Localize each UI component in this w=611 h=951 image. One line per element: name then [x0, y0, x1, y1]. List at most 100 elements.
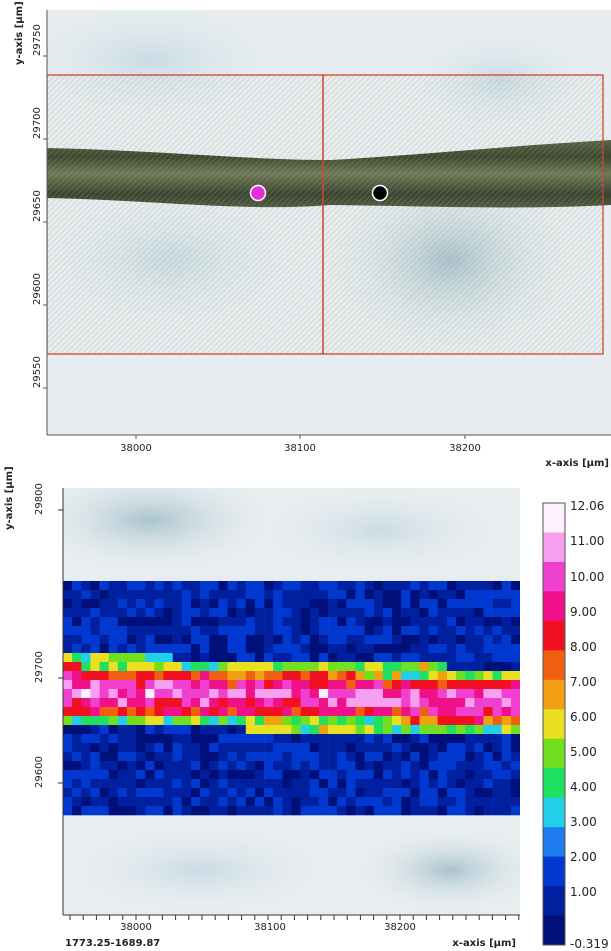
- heat-cell: [228, 671, 237, 680]
- heat-cell: [410, 590, 419, 599]
- colorbar-label: 7.00: [570, 675, 597, 689]
- heat-cell: [392, 797, 401, 806]
- heat-cell: [237, 734, 246, 743]
- heat-cell: [410, 725, 419, 734]
- heat-cell: [264, 707, 273, 716]
- heat-cell: [164, 698, 173, 707]
- heat-cell: [237, 599, 246, 608]
- heat-cell: [118, 689, 127, 698]
- heat-cell: [118, 779, 127, 788]
- heat-cell: [164, 806, 173, 815]
- heat-cell: [145, 617, 154, 626]
- heat-cell: [346, 671, 355, 680]
- heat-cell: [173, 698, 182, 707]
- heat-cell: [420, 698, 429, 707]
- heat-cell: [118, 743, 127, 752]
- heat-cell: [374, 680, 383, 689]
- heat-cell: [502, 635, 511, 644]
- heat-cell: [319, 581, 328, 590]
- colorbar-segment: [543, 916, 565, 946]
- heat-cell: [237, 617, 246, 626]
- heat-cell: [209, 581, 218, 590]
- heat-cell: [81, 806, 90, 815]
- heat-cell: [237, 590, 246, 599]
- heat-cell: [328, 743, 337, 752]
- colorbar-segment: [543, 739, 565, 769]
- heat-cell: [273, 599, 282, 608]
- heat-cell: [483, 761, 492, 770]
- heat-cell: [218, 806, 227, 815]
- heat-cell: [410, 581, 419, 590]
- heat-cell: [136, 662, 145, 671]
- heat-cell: [109, 797, 118, 806]
- heat-cell: [328, 761, 337, 770]
- heat-cell: [145, 608, 154, 617]
- heat-cell: [164, 788, 173, 797]
- marker[interactable]: [251, 186, 266, 201]
- heat-cell: [100, 644, 109, 653]
- heat-cell: [118, 725, 127, 734]
- heat-cell: [483, 644, 492, 653]
- heat-cell: [493, 653, 502, 662]
- heat-cell: [237, 680, 246, 689]
- heat-cell: [511, 635, 520, 644]
- heat-cell: [483, 788, 492, 797]
- heat-cell: [154, 806, 163, 815]
- heat-cell: [474, 581, 483, 590]
- heat-cell: [63, 770, 72, 779]
- heat-cell: [483, 779, 492, 788]
- heat-cell: [429, 590, 438, 599]
- heat-cell: [90, 797, 99, 806]
- heat-cell: [282, 752, 291, 761]
- marker[interactable]: [373, 186, 388, 201]
- heat-cell: [392, 698, 401, 707]
- heat-cell: [502, 662, 511, 671]
- heat-cell: [374, 725, 383, 734]
- heat-cell: [136, 599, 145, 608]
- heat-cell: [173, 779, 182, 788]
- heat-cell: [109, 806, 118, 815]
- heat-cell: [493, 725, 502, 734]
- heat-cell: [328, 581, 337, 590]
- heat-cell: [218, 734, 227, 743]
- heat-cell: [502, 716, 511, 725]
- colorbar-segment: [543, 621, 565, 651]
- heat-cell: [255, 653, 264, 662]
- heat-cell: [209, 716, 218, 725]
- heat-cell: [401, 581, 410, 590]
- heat-cell: [447, 599, 456, 608]
- heat-cell: [511, 797, 520, 806]
- colorbar-label: 4.00: [570, 780, 597, 794]
- heat-cell: [127, 635, 136, 644]
- heat-cell: [520, 707, 529, 716]
- colorbar-label: 2.00: [570, 850, 597, 864]
- heat-cell: [118, 806, 127, 815]
- heat-cell: [136, 671, 145, 680]
- heat-cell: [328, 617, 337, 626]
- heat-cell: [273, 788, 282, 797]
- heat-cell: [502, 581, 511, 590]
- heat-cell: [438, 716, 447, 725]
- heat-cell: [264, 608, 273, 617]
- heat-cell: [301, 725, 310, 734]
- heat-cell: [246, 770, 255, 779]
- heat-cell: [173, 581, 182, 590]
- heat-cell: [392, 788, 401, 797]
- heat-cell: [191, 671, 200, 680]
- heat-cell: [465, 707, 474, 716]
- heat-cell: [319, 698, 328, 707]
- heat-cell: [365, 770, 374, 779]
- heat-cell: [164, 653, 173, 662]
- heat-cell: [447, 725, 456, 734]
- heat-cell: [164, 626, 173, 635]
- heat-cell: [63, 653, 72, 662]
- heat-cell: [282, 581, 291, 590]
- heat-cell: [511, 788, 520, 797]
- heat-cell: [474, 698, 483, 707]
- heat-cell: [292, 788, 301, 797]
- heat-cell: [90, 788, 99, 797]
- heat-cell: [182, 599, 191, 608]
- heat-cell: [237, 581, 246, 590]
- heat-cell: [118, 599, 127, 608]
- heat-cell: [109, 689, 118, 698]
